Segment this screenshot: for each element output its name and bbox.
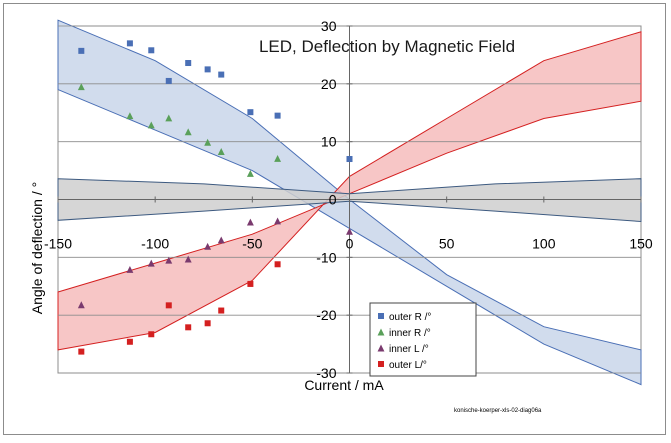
data-point-triangle xyxy=(274,154,282,162)
data-point-square xyxy=(247,109,254,116)
data-point-triangle xyxy=(184,255,192,263)
data-point-square xyxy=(78,47,85,54)
legend-box xyxy=(369,302,477,377)
data-point-triangle xyxy=(126,266,134,273)
data-point-triangle xyxy=(165,114,173,122)
x-tick-label: 50 xyxy=(439,236,455,252)
series-2 xyxy=(77,83,282,177)
y-tick-label: -20 xyxy=(316,307,336,323)
data-point-triangle xyxy=(377,328,385,336)
y-axis-title: Angle of deflection / ° xyxy=(29,182,45,314)
data-point-triangle xyxy=(217,236,225,244)
data-point-triangle xyxy=(377,344,385,352)
data-point-square xyxy=(247,280,254,287)
data-point-triangle xyxy=(246,218,254,226)
data-point-triangle xyxy=(184,128,192,136)
x-tick-label: 0 xyxy=(346,236,354,252)
data-point-triangle xyxy=(204,138,212,146)
series-4 xyxy=(78,261,281,355)
x-tick-label: 150 xyxy=(629,236,653,252)
data-point-square xyxy=(274,112,281,119)
data-point-square xyxy=(204,320,211,327)
legend-entry-label: outer R /° xyxy=(389,312,431,323)
data-point-square xyxy=(378,313,384,319)
legend: outer R /° inner R /° inner L /° outer L/° xyxy=(369,302,477,377)
series-3 xyxy=(77,217,353,309)
data-points xyxy=(77,40,353,355)
y-tick-label: -10 xyxy=(316,249,336,265)
data-point-square xyxy=(185,60,192,67)
data-point-triangle xyxy=(126,112,134,120)
x-tick-label: -50 xyxy=(242,236,262,252)
data-point-square xyxy=(165,77,172,84)
data-point-triangle xyxy=(77,83,85,91)
data-point-triangle xyxy=(77,301,85,309)
data-point-triangle xyxy=(217,148,225,155)
credit-text: konische-koerper-xls-02-diag06a xyxy=(454,408,542,414)
data-point-square xyxy=(185,324,192,331)
data-point-square xyxy=(378,361,384,367)
legend-entry-label: inner L /° xyxy=(389,344,429,355)
legend-entry-label: inner R /° xyxy=(389,328,431,339)
data-point-square xyxy=(204,66,211,73)
data-point-square xyxy=(218,307,225,314)
data-point-triangle xyxy=(346,227,353,235)
y-tick-label: -30 xyxy=(316,365,336,381)
data-point-square xyxy=(346,156,353,163)
legend-entry-label: outer L/° xyxy=(389,360,427,371)
data-point-square xyxy=(126,338,133,345)
data-point-triangle xyxy=(274,217,282,225)
data-point-square xyxy=(78,348,85,355)
x-tick-label: -150 xyxy=(44,236,72,252)
data-point-square xyxy=(148,47,155,54)
data-point-square xyxy=(218,71,225,78)
y-tick-label: 30 xyxy=(321,18,337,34)
data-point-square xyxy=(148,331,155,338)
data-point-triangle xyxy=(246,170,254,177)
x-tick-label: 100 xyxy=(532,236,556,252)
series-1 xyxy=(78,40,353,163)
data-point-triangle xyxy=(165,256,173,264)
data-point-square xyxy=(274,261,281,268)
x-tick-label: -100 xyxy=(141,236,169,252)
data-point-square xyxy=(126,40,133,47)
y-tick-label: 10 xyxy=(321,134,337,150)
data-point-triangle xyxy=(147,121,155,129)
chart-title: LED, Deflection by Magnetic Field xyxy=(259,37,515,56)
y-tick-label: 20 xyxy=(321,76,337,92)
x-axis-title: Current / mA xyxy=(304,377,384,393)
data-point-triangle xyxy=(204,242,212,250)
y-tick-label: 0 xyxy=(329,192,337,208)
data-point-square xyxy=(165,302,172,309)
data-point-triangle xyxy=(147,259,155,267)
